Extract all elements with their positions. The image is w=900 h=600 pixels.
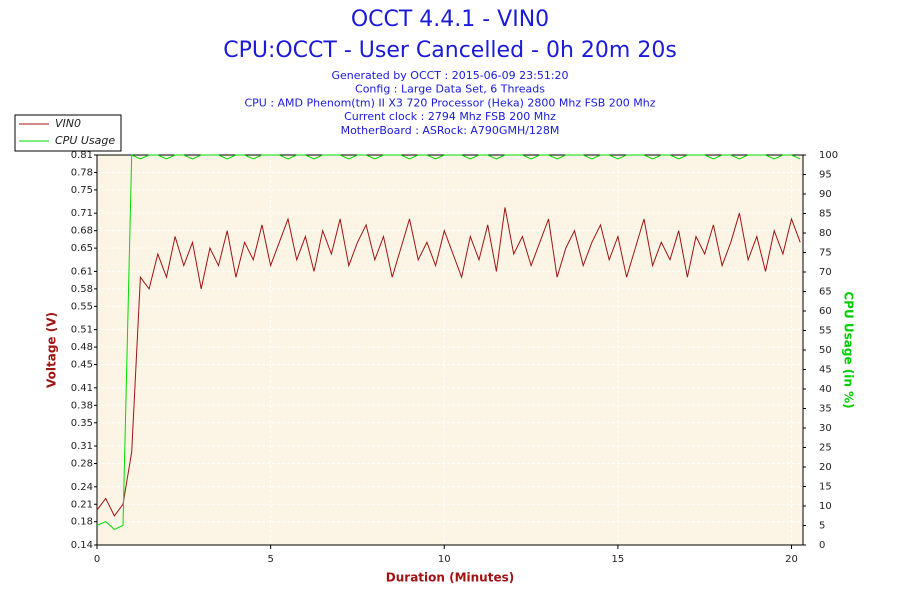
- y-tick-label: 0.18: [71, 517, 93, 528]
- plot-area: [97, 155, 803, 545]
- info-line: Config : Large Data Set, 6 Threads: [355, 83, 545, 96]
- chart-subtitle: CPU:OCCT - User Cancelled - 0h 20m 20s: [223, 38, 677, 63]
- info-line: Current clock : 2794 Mhz FSB 200 Mhz: [344, 110, 556, 123]
- y-tick-label: 0.45: [71, 360, 93, 371]
- y2-tick-label: 70: [819, 267, 832, 278]
- y2-tick-label: 20: [819, 462, 832, 473]
- info-line: Generated by OCCT : 2015-06-09 23:51:20: [331, 69, 568, 82]
- y-tick-label: 0.55: [71, 301, 93, 312]
- x-axis-label: Duration (Minutes): [386, 571, 514, 585]
- y-tick-label: 0.35: [71, 418, 93, 429]
- chart-title: OCCT 4.4.1 - VIN0: [351, 7, 549, 32]
- y-tick-label: 0.81: [71, 150, 93, 161]
- x-tick-label: 0: [94, 554, 100, 565]
- legend-box: [14, 114, 122, 152]
- y2-tick-label: 0: [819, 540, 825, 551]
- y-tick-label: 0.61: [71, 266, 93, 277]
- x-tick-label: 10: [438, 554, 451, 565]
- legend-label: VIN0: [55, 117, 81, 130]
- y2-tick-label: 10: [819, 501, 832, 512]
- y-tick-label: 0.38: [71, 400, 93, 411]
- x-tick-label: 20: [785, 554, 798, 565]
- x-tick-label: 15: [612, 554, 625, 565]
- y2-tick-label: 15: [819, 482, 832, 493]
- y2-tick-label: 60: [819, 306, 832, 317]
- y2-tick-label: 25: [819, 443, 832, 454]
- info-line: MotherBoard : ASRock: A790GMH/128M: [341, 124, 560, 137]
- y2-tick-label: 35: [819, 404, 832, 415]
- y2-tick-label: 5: [819, 521, 825, 532]
- y2-tick-label: 95: [819, 170, 832, 181]
- y-tick-label: 0.21: [71, 499, 93, 510]
- y2-tick-label: 50: [819, 345, 832, 356]
- y-tick-label: 0.51: [71, 325, 93, 336]
- y2-tick-label: 85: [819, 209, 832, 220]
- x-tick-label: 5: [267, 554, 273, 565]
- y-tick-label: 0.14: [71, 540, 93, 551]
- y-tick-label: 0.28: [71, 459, 93, 470]
- y2-axis-label: CPU Usage (in %): [842, 291, 856, 408]
- y-tick-label: 0.31: [71, 441, 93, 452]
- y2-tick-label: 55: [819, 326, 832, 337]
- y-tick-label: 0.58: [71, 284, 93, 295]
- y2-tick-label: 40: [819, 384, 832, 395]
- y-tick-label: 0.75: [71, 185, 93, 196]
- y-tick-label: 0.48: [71, 342, 93, 353]
- y2-tick-label: 90: [819, 189, 832, 200]
- data-line: [96, 207, 801, 517]
- y-axis-label: Voltage (V): [45, 312, 59, 388]
- y-tick-label: 0.65: [71, 243, 93, 254]
- y2-tick-label: 80: [819, 228, 832, 239]
- y-tick-label: 0.68: [71, 226, 93, 237]
- y-tick-label: 0.71: [71, 208, 93, 219]
- info-line: CPU : AMD Phenom(tm) II X3 720 Processor…: [244, 96, 655, 109]
- y2-tick-label: 45: [819, 365, 832, 376]
- y2-tick-label: 100: [819, 150, 838, 161]
- y-tick-label: 0.78: [71, 167, 93, 178]
- y2-tick-label: 75: [819, 248, 832, 259]
- y-tick-label: 0.24: [71, 482, 93, 493]
- data-line: [96, 154, 801, 530]
- y2-tick-label: 65: [819, 287, 832, 298]
- y-tick-label: 0.41: [71, 383, 93, 394]
- y2-tick-label: 30: [819, 423, 832, 434]
- legend-label: CPU Usage: [55, 134, 115, 147]
